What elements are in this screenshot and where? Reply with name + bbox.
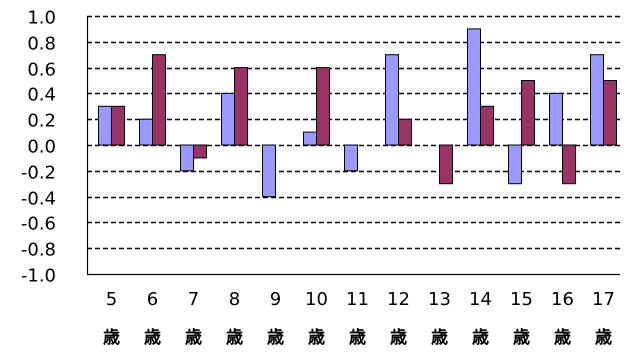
y-tick-labels: 1.0 0.8 0.6 0.4 0.2 0.0 -0.2 -0.4 -0.6 -0.8 -1.0 <box>21 8 56 287</box>
x-tick-label: 9 <box>270 289 281 310</box>
x-tick-unit: 歳 <box>431 327 448 348</box>
x-tick-unit: 歳 <box>349 327 366 348</box>
bar-series-1 <box>139 118 153 146</box>
x-tick-unit: 歳 <box>185 327 202 348</box>
x-tick-label: 13 <box>428 289 451 310</box>
bar-series-1 <box>467 28 481 146</box>
bar-series-2 <box>152 54 166 146</box>
bar-series-2 <box>111 105 125 146</box>
bar-series-1 <box>385 54 399 146</box>
x-tick-label: 8 <box>229 289 240 310</box>
bar-series-1 <box>262 144 276 198</box>
x-tick-unit: 歳 <box>513 327 530 348</box>
bar-series-2 <box>439 144 453 185</box>
x-tick-unit: 歳 <box>595 327 612 348</box>
y-tick-label: -0.6 <box>21 214 56 235</box>
y-tick-label: 0.0 <box>27 137 56 158</box>
bar-series-2 <box>234 67 248 146</box>
bar-series-1 <box>344 144 358 172</box>
x-tick-unit: 歳 <box>144 327 161 348</box>
bar-series-1 <box>508 144 522 185</box>
x-tick-label: 12 <box>387 289 410 310</box>
y-tick-label: -0.8 <box>21 240 56 261</box>
bar-series-1 <box>303 131 317 146</box>
x-tick-label: 15 <box>510 289 533 310</box>
x-tick-unit: 歳 <box>267 327 284 348</box>
bar-series-2 <box>193 144 207 159</box>
x-tick-label: 14 <box>469 289 492 310</box>
x-tick-labels: 5 歳 6 歳 7 歳 8 歳 9 歳 10 歳 11 歳 12 歳 13 歳 14 歳 15 歳 16 歳 17 歳 <box>103 289 615 348</box>
bar-series-1 <box>221 92 235 146</box>
bar-series-2 <box>398 118 412 146</box>
x-tick-label: 11 <box>346 289 369 310</box>
x-tick-unit: 歳 <box>472 327 489 348</box>
bar-series-1 <box>180 144 194 172</box>
y-tick-label: 0.6 <box>27 60 56 81</box>
bars <box>98 28 617 198</box>
bar-series-1 <box>549 92 563 146</box>
x-tick-label: 16 <box>551 289 574 310</box>
y-tick-label: 0.2 <box>27 111 56 132</box>
y-tick-label: -0.2 <box>21 163 56 184</box>
x-tick-unit: 歳 <box>103 327 120 348</box>
y-tick-label: 0.8 <box>27 34 56 55</box>
x-tick-label: 10 <box>305 289 328 310</box>
x-tick-unit: 歳 <box>226 327 243 348</box>
x-tick-unit: 歳 <box>554 327 571 348</box>
bar-series-2 <box>521 80 535 146</box>
bar-series-1 <box>98 105 112 146</box>
x-tick-unit: 歳 <box>390 327 407 348</box>
y-tick-label: 1.0 <box>27 8 56 29</box>
x-tick-unit: 歳 <box>308 327 325 348</box>
x-tick-label: 7 <box>188 289 199 310</box>
bar-series-2 <box>480 105 494 146</box>
y-tick-label: -0.4 <box>21 189 56 210</box>
bar-series-2 <box>603 80 617 146</box>
bar-series-1 <box>590 54 604 146</box>
bar-series-2 <box>316 67 330 146</box>
axes <box>86 16 620 276</box>
x-tick-label: 17 <box>592 289 615 310</box>
bar-series-2 <box>562 144 576 185</box>
x-tick-label: 5 <box>106 289 117 310</box>
x-tick-label: 6 <box>147 289 158 310</box>
y-tick-label: -1.0 <box>21 266 56 287</box>
grid-lines <box>87 15 620 250</box>
y-tick-label: 0.4 <box>27 85 56 106</box>
